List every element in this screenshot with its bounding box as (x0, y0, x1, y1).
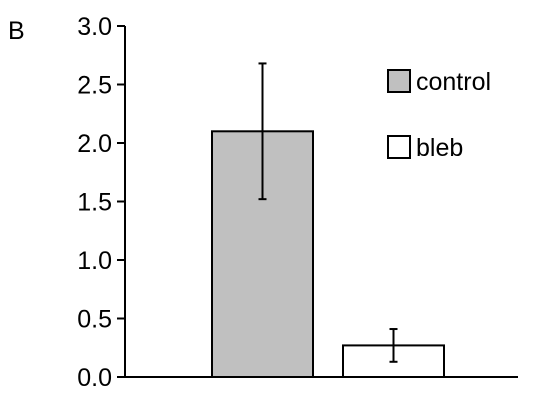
y-tick-label: 0.5 (77, 306, 112, 334)
y-tick-label: 2.0 (77, 130, 112, 158)
y-tick-label: 1.0 (77, 247, 112, 275)
y-axis: 0.0 0.5 1.0 1.5 2.0 2.5 3.0 (77, 13, 126, 392)
panel-label: B (8, 17, 25, 45)
bars (211, 62, 445, 379)
legend-label-control: control (416, 68, 491, 96)
y-tick-label: 3.0 (77, 13, 112, 41)
legend-swatch-bleb (387, 135, 411, 159)
legend-swatch-control (387, 69, 411, 93)
legend: control bleb (387, 68, 491, 162)
y-tick-label: 1.5 (77, 189, 112, 217)
legend-label-bleb: bleb (416, 134, 463, 162)
y-tick-label: 2.5 (77, 72, 112, 100)
y-tick-label: 0.0 (77, 364, 112, 392)
